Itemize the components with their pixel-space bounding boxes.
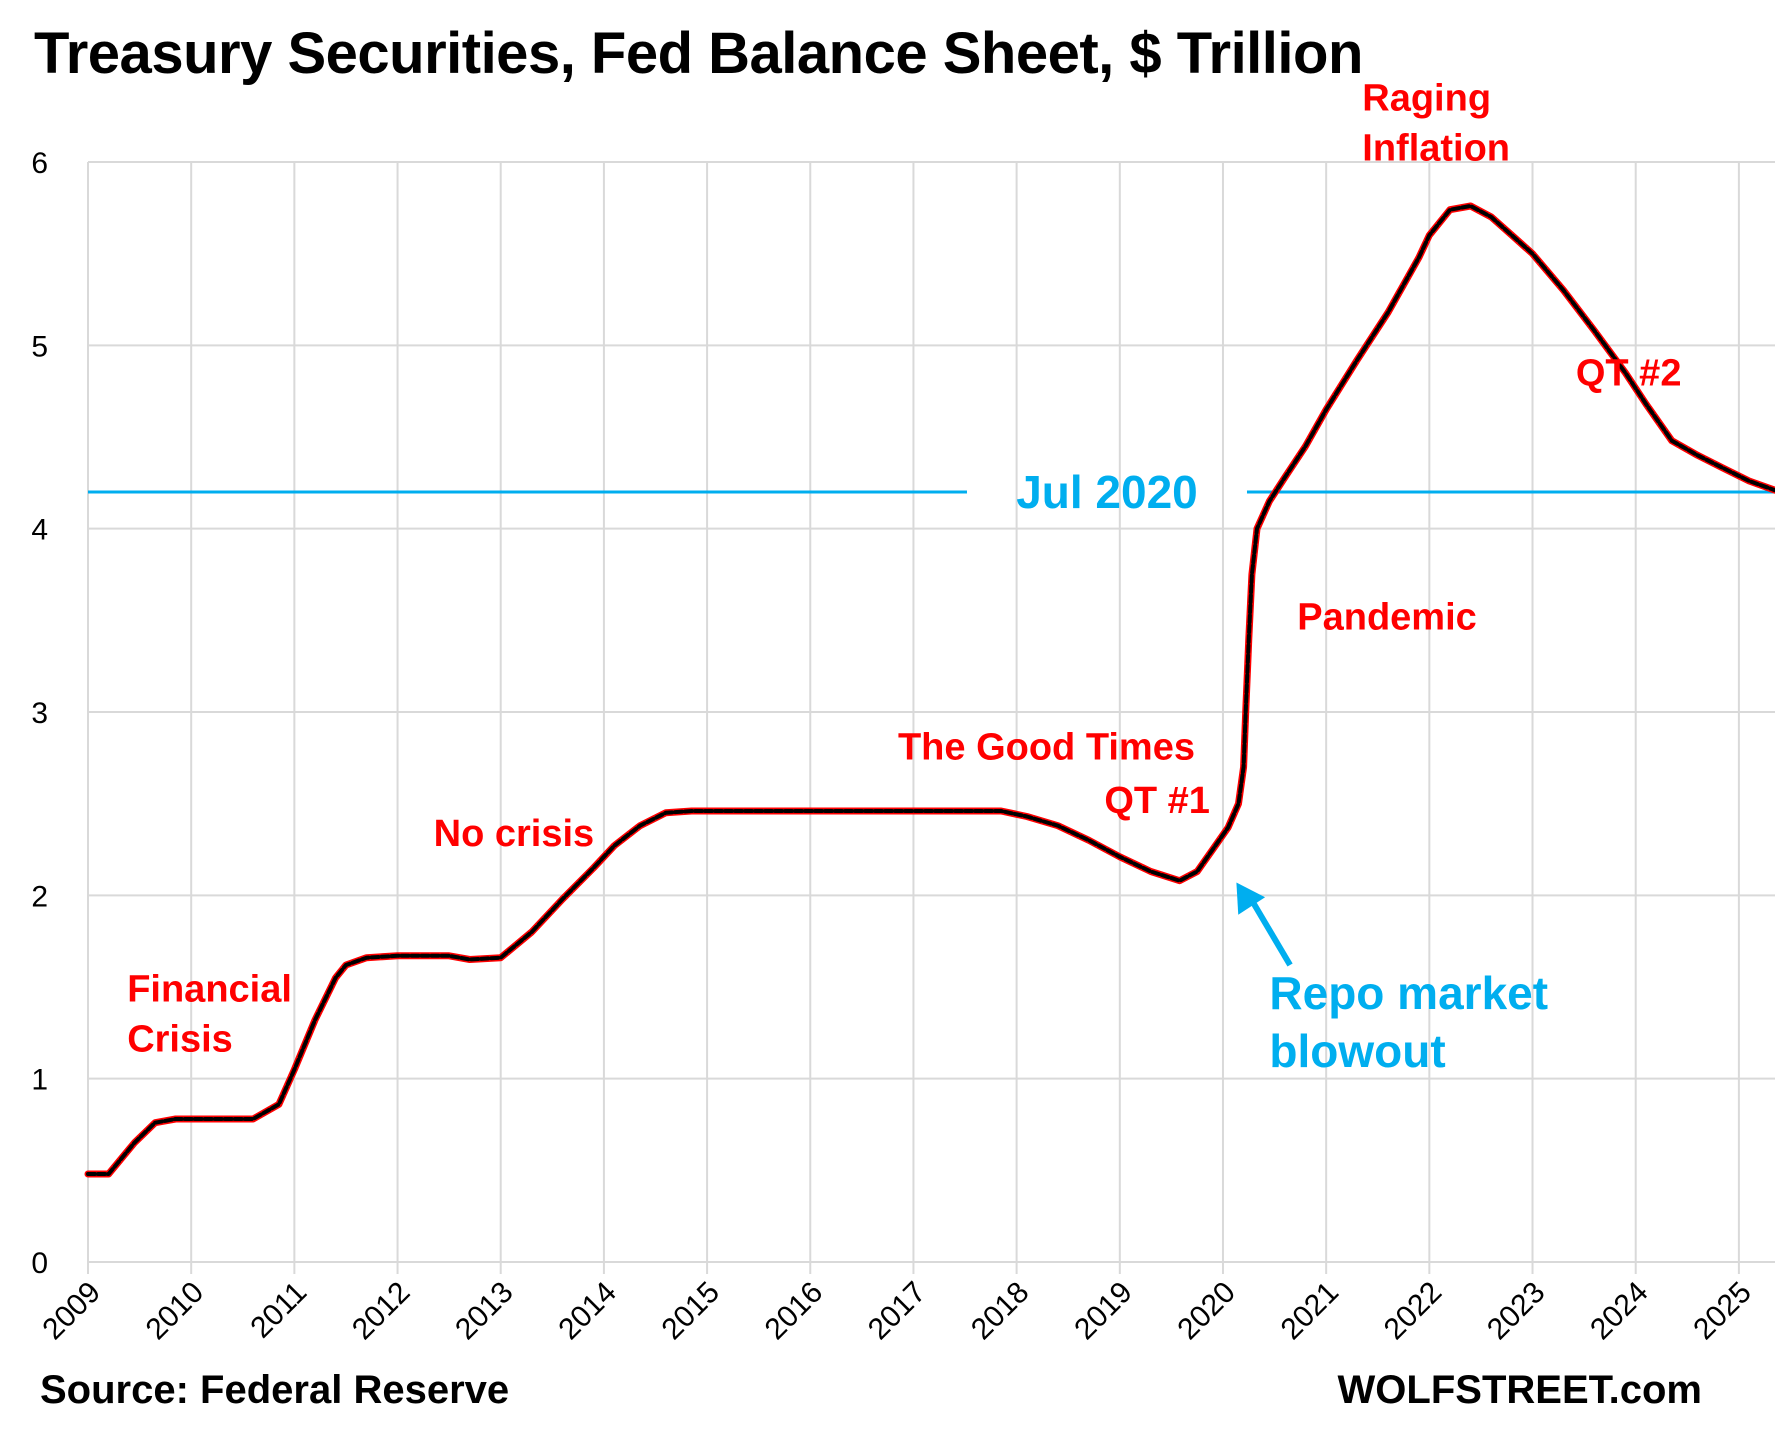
x-tick-label: 2021 [1275, 1276, 1346, 1347]
annotation-label: Repo market blowout [1269, 967, 1548, 1077]
y-tick-label: 6 [31, 147, 48, 180]
repo-arrow-shaft [1245, 892, 1293, 967]
y-tick-label: 3 [31, 697, 48, 730]
annotation-line: Crisis [127, 1019, 233, 1061]
y-tick-label: 4 [31, 514, 48, 547]
series-line-accent [84, 202, 1775, 1178]
x-tick-label: 2012 [346, 1276, 417, 1347]
annotation-label: The Good Times [898, 727, 1195, 769]
series-line [86, 204, 1775, 1176]
x-tick-label: 2016 [759, 1276, 830, 1347]
x-tick-label: 2013 [449, 1276, 520, 1347]
annotation-label: QT #1 [1104, 780, 1210, 822]
x-tick-label: 2014 [552, 1276, 623, 1347]
annotation-line: The Good Times [898, 727, 1195, 769]
y-tick-label: 1 [31, 1064, 48, 1097]
x-tick-label: 2015 [655, 1276, 726, 1347]
y-tick-label: 2 [31, 880, 48, 913]
annotation-line: Repo market [1269, 967, 1548, 1019]
annotation-label: Pandemic [1297, 597, 1477, 639]
y-tick-label: 0 [31, 1247, 48, 1280]
series-group [84, 202, 1775, 1178]
brand-label: WOLFSTREET.com [1337, 1368, 1702, 1412]
grid-lines [88, 161, 1775, 1262]
annotation-line: Inflation [1362, 128, 1510, 170]
chart-title: Treasury Securities, Fed Balance Sheet, … [34, 21, 1363, 86]
x-tick-label: 2017 [862, 1276, 933, 1347]
repo-arrow-head [1236, 882, 1266, 915]
annotation-label: Financial Crisis [127, 969, 292, 1061]
source-label: Source: Federal Reserve [40, 1368, 510, 1412]
reference-line-group: Jul 2020 [88, 466, 1775, 518]
x-tick-label: 2009 [36, 1276, 107, 1347]
annotation-line: Pandemic [1297, 597, 1477, 639]
annotation-label: QT #2 [1576, 353, 1682, 395]
annotation-line: No crisis [434, 813, 595, 855]
annotations-group: Financial Crisis No crisis The Good Times QT… [127, 78, 1681, 1077]
annotation-label: No crisis [434, 813, 595, 855]
x-tick-label: 2025 [1687, 1276, 1758, 1347]
annotation-line: blowout [1269, 1025, 1445, 1077]
x-tick-label: 2010 [140, 1276, 211, 1347]
annotation-label: Raging Inflation [1362, 78, 1510, 170]
annotation-line: QT #2 [1576, 353, 1682, 395]
reference-line-label: Jul 2020 [1016, 466, 1198, 518]
x-tick-label: 2018 [965, 1276, 1036, 1347]
x-tick-label: 2022 [1378, 1276, 1449, 1347]
y-tick-label: 5 [31, 330, 48, 363]
x-tick-label: 2024 [1584, 1276, 1655, 1347]
annotation-line: Raging [1362, 78, 1491, 120]
x-tick-label: 2011 [244, 1276, 313, 1345]
annotation-line: QT #1 [1104, 780, 1210, 822]
x-tick-label: 2019 [1068, 1276, 1139, 1347]
x-tick-label: 2023 [1481, 1276, 1552, 1347]
annotation-line: Financial [127, 969, 292, 1011]
x-tick-label: 2020 [1171, 1276, 1242, 1347]
